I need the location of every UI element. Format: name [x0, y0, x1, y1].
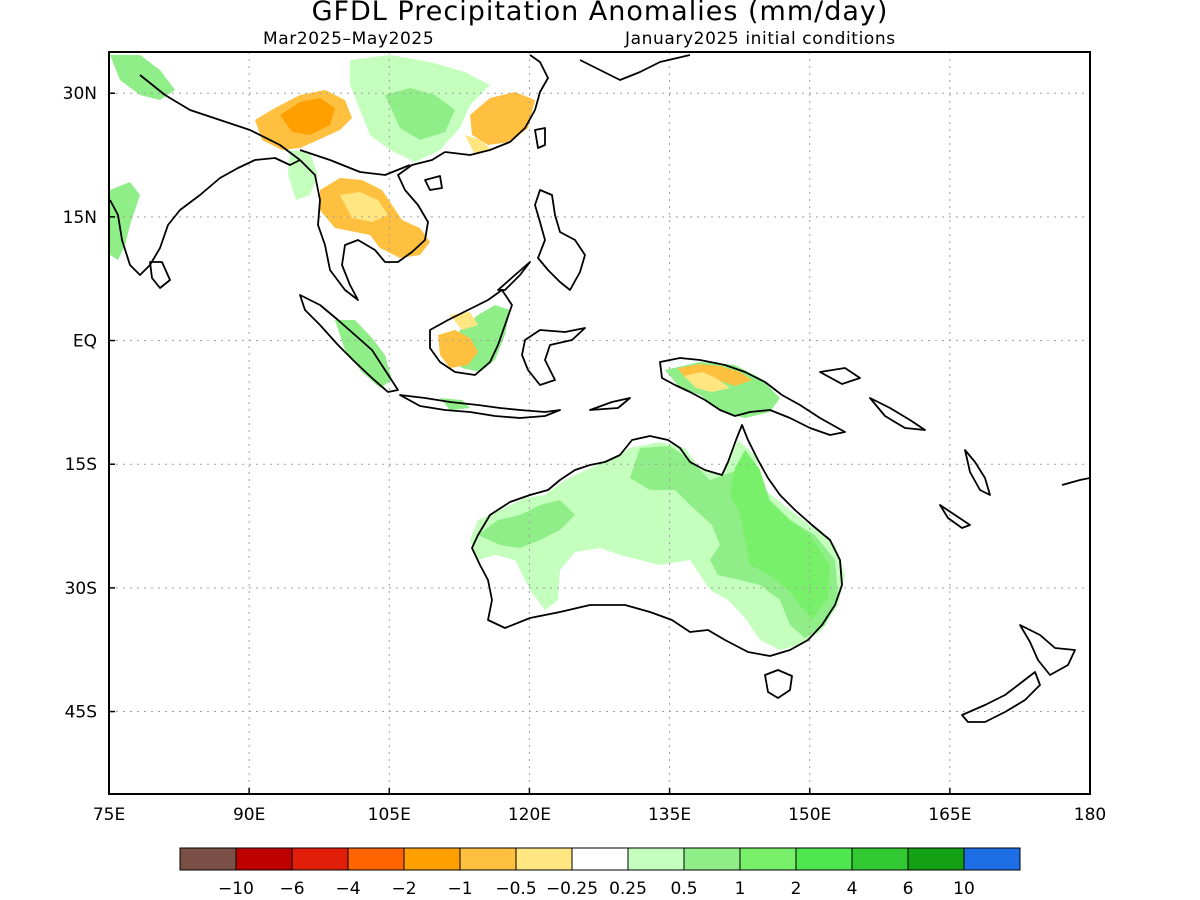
- colorbar-label: −6: [279, 879, 304, 899]
- wet-region-western-india: [110, 182, 140, 260]
- coastline-australia: [471, 424, 843, 657]
- coastline-fiji: [1061, 477, 1090, 486]
- lat-tick-label: 15N: [63, 208, 97, 228]
- coastline-new-caledonia: [939, 504, 971, 529]
- dry-region-new-guinea-light: [684, 372, 730, 392]
- coastline-new-zealand-south: [961, 671, 1041, 723]
- colorbar-swatch: [627, 847, 685, 871]
- coastline-solomon-islands: [869, 397, 926, 431]
- colorbar-swatch: [963, 847, 1021, 871]
- colorbar-label: −0.25: [546, 879, 598, 899]
- border-japan-korea: [579, 54, 691, 81]
- coastline-hainan: [424, 175, 443, 191]
- colorbar-label: 6: [903, 879, 914, 899]
- lat-tick-label: EQ: [73, 332, 97, 352]
- lon-tick-label: 120E: [508, 805, 551, 825]
- coastline-tasmania: [764, 669, 793, 699]
- coastline-indochina: [299, 151, 446, 301]
- wet-region-australia-mid: [630, 446, 838, 638]
- coastline-new-britain: [819, 367, 861, 385]
- lon-tick-label: 105E: [368, 805, 411, 825]
- axis-ticks: 75E 90E 105E 120E 135E 150E 165E 180 30N 15N EQ 15S…: [63, 84, 1107, 825]
- dry-region-southeast-china: [470, 92, 535, 145]
- colorbar-label: −4: [335, 879, 360, 899]
- colorbar-label: 10: [953, 879, 975, 899]
- lon-tick-label: 135E: [648, 805, 691, 825]
- colorbar-swatch: [459, 847, 517, 871]
- colorbar-swatch: [683, 847, 741, 871]
- lon-tick-label: 180: [1074, 805, 1106, 825]
- coastline-taiwan: [534, 127, 546, 149]
- coastline-borneo: [429, 289, 513, 376]
- wet-region-australia-west: [478, 500, 575, 548]
- coastline-sulawesi: [521, 327, 586, 386]
- lat-tick-label: 30N: [63, 84, 97, 104]
- anomaly-shading: [110, 55, 845, 650]
- coastline-timor: [589, 397, 631, 411]
- coastline-philippines: [534, 189, 586, 291]
- dry-region-indochina-light: [340, 192, 388, 222]
- lon-tick-label: 75E: [93, 805, 125, 825]
- wet-region-sumatra: [335, 320, 392, 388]
- lat-tick-label: 30S: [65, 579, 97, 599]
- lon-tick-label: 150E: [788, 805, 831, 825]
- initial-conditions: January2025 initial conditions: [625, 29, 896, 49]
- forecast-period: Mar2025–May2025: [263, 29, 435, 49]
- colorbar-swatch: [347, 847, 405, 871]
- colorbar-label: 2: [791, 879, 802, 899]
- map-frame: [108, 51, 1091, 795]
- colorbar-swatch: [515, 847, 573, 871]
- coastline-sri-lanka: [149, 261, 171, 289]
- coastline-java: [399, 394, 561, 419]
- dry-region-southeast-china-light: [465, 135, 492, 155]
- colorbar-label: −2: [391, 879, 416, 899]
- lon-tick-label: 165E: [928, 805, 971, 825]
- dry-region-himalaya-strong: [280, 98, 335, 135]
- lon-tick-label: 90E: [233, 805, 265, 825]
- border-himalaya: [139, 74, 301, 161]
- wet-region-central-china-mid: [385, 88, 455, 140]
- coastline-sumatra: [299, 294, 399, 393]
- colorbar-swatch: [571, 847, 629, 871]
- colorbar-label: −1: [447, 879, 472, 899]
- colorbar-label: 0.5: [670, 879, 697, 899]
- coastline-china: [444, 54, 549, 156]
- colorbar-label: 4: [847, 879, 858, 899]
- coastline-new-guinea: [659, 357, 846, 436]
- coastline-india: [109, 157, 301, 276]
- dry-region-borneo: [438, 330, 478, 368]
- colorbar-label: −10: [218, 879, 254, 899]
- coastlines: [109, 54, 1090, 723]
- colorbar-swatch: [403, 847, 461, 871]
- gridlines: [109, 52, 1090, 794]
- wet-region-australia-strong: [730, 450, 830, 620]
- lat-tick-label: 45S: [65, 703, 97, 723]
- colorbar-swatch: [235, 847, 293, 871]
- colorbar-label: −0.5: [495, 879, 536, 899]
- colorbar-swatch: [907, 847, 965, 871]
- colorbar-swatch: [739, 847, 797, 871]
- colorbar-swatch: [291, 847, 349, 871]
- colorbar-label: 0.25: [609, 879, 647, 899]
- wet-region-myanmar: [288, 150, 318, 200]
- coastline-palawan: [497, 261, 531, 291]
- coastline-new-zealand-north: [1019, 624, 1076, 676]
- coastline-vanuatu: [964, 449, 991, 496]
- colorbar: −10 −6 −4 −2 −1 −0.5 −0.25 0.25 0.5 1 2 4 6 10: [179, 847, 1021, 899]
- map-title: GFDL Precipitation Anomalies (mm/day): [311, 0, 889, 27]
- lat-tick-label: 15S: [65, 455, 97, 475]
- colorbar-swatch: [795, 847, 853, 871]
- border-indochina: [299, 149, 411, 176]
- colorbar-swatch: [179, 847, 237, 871]
- colorbar-swatch: [851, 847, 909, 871]
- colorbar-label: 1: [735, 879, 746, 899]
